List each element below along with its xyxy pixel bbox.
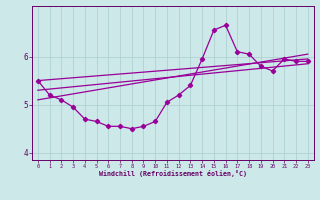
- X-axis label: Windchill (Refroidissement éolien,°C): Windchill (Refroidissement éolien,°C): [99, 170, 247, 177]
